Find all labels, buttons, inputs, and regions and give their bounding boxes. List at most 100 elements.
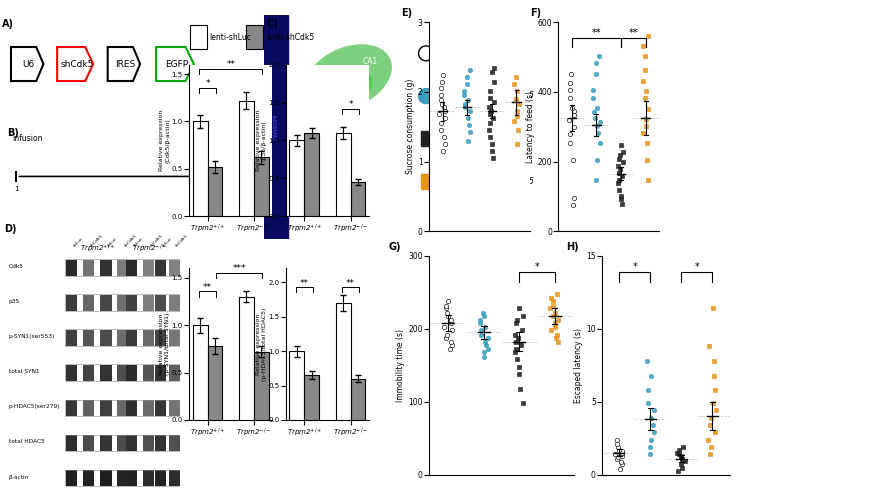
Text: NSF: NSF xyxy=(209,158,220,169)
Bar xyxy=(289,351,304,420)
Point xyxy=(463,107,477,115)
Point xyxy=(478,338,492,346)
Bar xyxy=(207,346,222,420)
Point xyxy=(589,122,603,130)
Point xyxy=(432,110,446,118)
Bar xyxy=(65,364,180,381)
Point xyxy=(589,175,603,183)
Text: Training: Training xyxy=(225,150,243,169)
Point xyxy=(515,312,529,320)
Point xyxy=(548,333,562,341)
Point xyxy=(482,93,496,101)
Text: infusion: infusion xyxy=(12,134,43,143)
Point xyxy=(612,186,626,194)
Point xyxy=(611,155,625,163)
Text: **: ** xyxy=(346,279,355,288)
Point xyxy=(587,108,601,116)
Bar xyxy=(117,435,129,451)
Point xyxy=(643,436,657,444)
Bar xyxy=(83,365,95,381)
Point xyxy=(614,449,628,457)
Text: **: ** xyxy=(628,28,637,38)
Bar xyxy=(192,121,207,216)
Point xyxy=(677,457,691,465)
Point xyxy=(508,73,522,81)
Point xyxy=(435,147,450,155)
Point xyxy=(673,460,687,468)
Point xyxy=(565,156,579,164)
Point xyxy=(592,140,606,148)
Text: Trpm2$^{-/-}$ lenti-shCdk5: Trpm2$^{-/-}$ lenti-shCdk5 xyxy=(444,174,534,189)
Point xyxy=(670,449,684,457)
Point xyxy=(707,357,721,365)
Point xyxy=(463,128,477,136)
Point xyxy=(477,312,491,320)
Point xyxy=(439,331,453,338)
Point xyxy=(509,112,523,120)
Point xyxy=(546,302,560,310)
Point xyxy=(563,94,577,102)
Point xyxy=(481,126,495,134)
Point xyxy=(636,42,650,50)
Point xyxy=(481,345,495,353)
Text: Cdk5: Cdk5 xyxy=(9,264,24,269)
Bar xyxy=(143,295,155,311)
Point xyxy=(561,116,575,124)
Point xyxy=(459,73,473,81)
Point xyxy=(638,115,652,123)
Point xyxy=(435,78,449,85)
Bar xyxy=(65,294,180,311)
Bar xyxy=(66,400,77,416)
Point xyxy=(675,443,689,451)
Bar xyxy=(100,435,112,451)
Point xyxy=(563,79,577,87)
Bar xyxy=(100,330,112,346)
Point xyxy=(486,114,500,122)
Point xyxy=(610,453,624,461)
Bar xyxy=(169,330,180,346)
Point xyxy=(439,309,453,317)
Bar xyxy=(239,100,254,216)
Text: *: * xyxy=(694,262,699,272)
Point xyxy=(457,86,471,94)
Point xyxy=(609,440,623,448)
Point xyxy=(586,94,600,102)
Text: FST: FST xyxy=(217,159,227,169)
Text: Trpm2$^{+/+}$ lenti-shCdk5: Trpm2$^{+/+}$ lenti-shCdk5 xyxy=(444,89,534,103)
Text: 25: 25 xyxy=(205,187,212,192)
Point xyxy=(615,460,629,468)
Point xyxy=(673,464,687,472)
Text: *: * xyxy=(631,262,637,272)
Point xyxy=(674,455,688,463)
Bar xyxy=(83,471,95,487)
Point xyxy=(433,126,447,134)
Point xyxy=(442,345,456,353)
Bar xyxy=(246,25,263,49)
Point xyxy=(644,414,658,422)
Point xyxy=(640,175,654,183)
Bar xyxy=(155,295,166,311)
Bar xyxy=(155,330,166,346)
Bar xyxy=(126,295,137,311)
Text: shLuc: shLuc xyxy=(162,236,173,248)
Y-axis label: Relative expression
(Cdk5/β-actin): Relative expression (Cdk5/β-actin) xyxy=(159,110,170,171)
Point xyxy=(611,446,625,454)
Bar xyxy=(126,365,137,381)
Bar xyxy=(66,365,77,381)
Point xyxy=(614,200,628,208)
Text: D): D) xyxy=(4,224,16,234)
Bar xyxy=(350,379,365,420)
Point xyxy=(509,86,523,94)
Point xyxy=(610,162,624,169)
Point xyxy=(507,117,521,125)
Point xyxy=(434,84,448,92)
Circle shape xyxy=(418,46,433,61)
Point xyxy=(478,324,492,331)
Point xyxy=(457,103,471,111)
Point xyxy=(637,94,651,102)
Text: lenti-shLuc: lenti-shLuc xyxy=(209,33,251,42)
Bar xyxy=(66,295,77,311)
Point xyxy=(549,331,563,338)
Text: G): G) xyxy=(388,242,400,251)
Point xyxy=(460,137,474,145)
